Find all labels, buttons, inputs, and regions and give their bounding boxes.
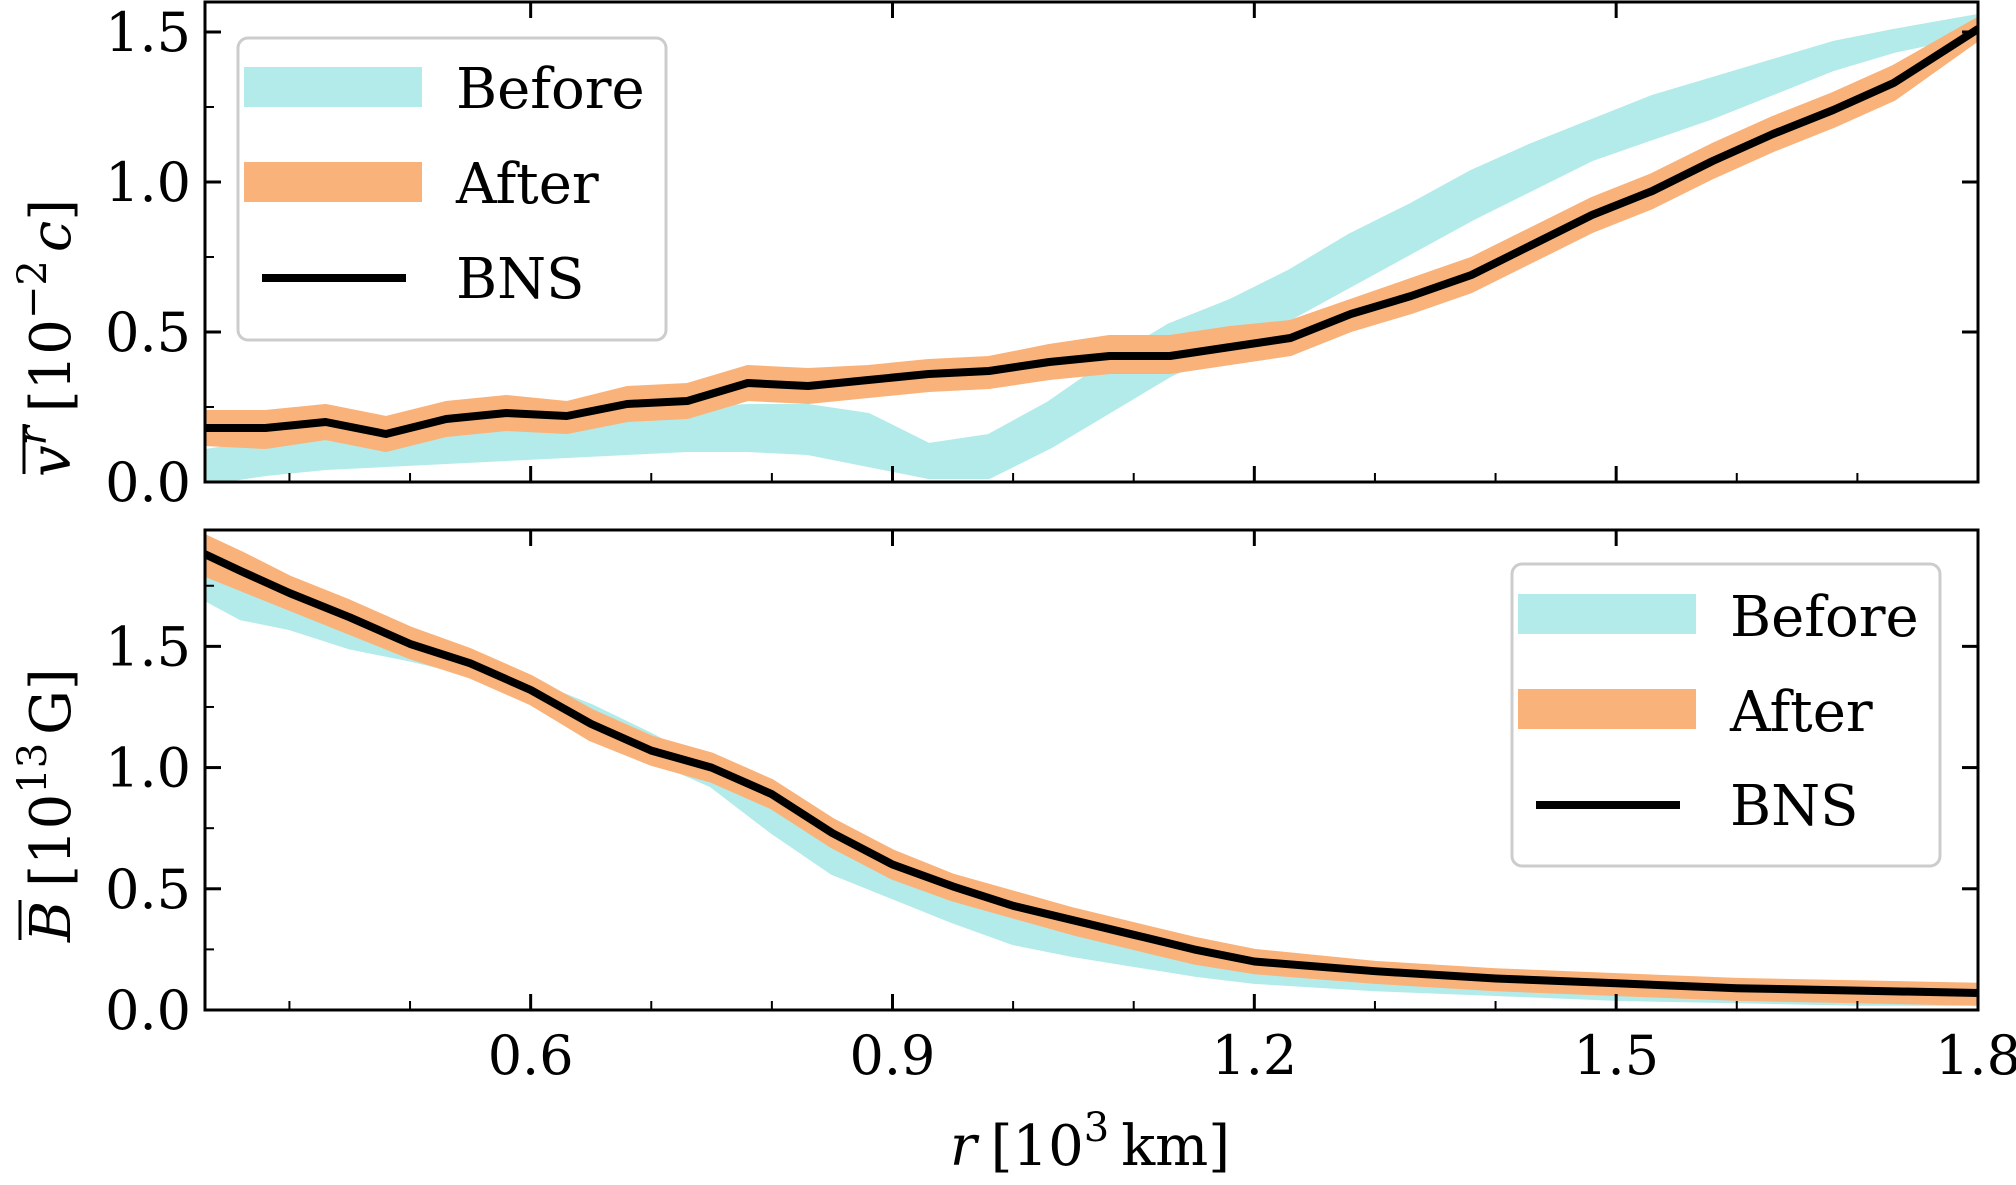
- bottom-axes-frame: [203, 528, 1980, 1012]
- bottom-legend-swatch-after: [1518, 689, 1696, 729]
- top-ylabel-unit-sup: −2: [10, 260, 56, 319]
- top-legend-label-after: After: [455, 152, 599, 217]
- panel-top: 0.0 0.5 1.0 1.5 vr [10−2 c] Before After BNS: [10, 0, 1980, 514]
- top-series-bns-line: [205, 25, 1978, 438]
- top-ticks: 0.0 0.5 1.0 1.5: [105, 1, 1980, 514]
- top-legend-label-bns: BNS: [456, 247, 585, 312]
- top-legend-swatch-before: [244, 67, 422, 107]
- bottom-legend-item-before: Before: [1518, 585, 1919, 650]
- bottom-ylabel-unit-sup: 13: [10, 743, 56, 794]
- xtick-label-0: 0.6: [488, 1024, 574, 1087]
- bottom-legend-label-before: Before: [1730, 585, 1919, 650]
- top-ylabel-var: v: [19, 445, 84, 477]
- top-ytick-label-3: 1.5: [105, 1, 191, 64]
- xtick-label-1: 0.9: [850, 1024, 936, 1087]
- bottom-legend-item-bns: BNS: [1536, 774, 1859, 839]
- top-legend-item-before: Before: [244, 57, 645, 122]
- bottom-ticks: 0.0 0.5 1.0 1.5 0.6 0.9 1.2 1.5 1.8: [105, 530, 2016, 1087]
- top-ylabel-sup: r: [10, 423, 56, 445]
- bottom-ytick-label-0: 0.0: [105, 979, 191, 1042]
- bottom-legend-frame: [1510, 562, 1942, 868]
- top-plot-area: [205, 14, 1978, 482]
- top-ylabel-unit-post: ]: [19, 199, 84, 221]
- xlabel-var: r: [950, 1114, 980, 1179]
- bottom-legend-label-bns: BNS: [1730, 774, 1859, 839]
- top-legend: Before After BNS: [236, 36, 668, 342]
- svg-text:B[1013G]: B [1013 G]: [10, 668, 84, 943]
- xtick-label-3: 1.5: [1573, 1024, 1659, 1087]
- bottom-ytick-label-3: 1.5: [105, 615, 191, 678]
- bottom-ylabel-unit-pre: [10: [19, 794, 84, 887]
- bottom-series-bns-line: [205, 550, 1978, 997]
- top-legend-label-before: Before: [456, 57, 645, 122]
- top-legend-swatch-after: [244, 162, 422, 202]
- bottom-legend-swatch-before: [1518, 594, 1696, 634]
- panel-bottom: 0.00.51.01.50.6 0.9 1.2 1.5 1.8 B[1013G] r [1…: [10, 528, 2016, 1179]
- bottom-plot-area: [205, 534, 1978, 1006]
- xlabel-unit-post: km]: [1121, 1114, 1230, 1179]
- top-ytick-label-0: 0.0: [105, 451, 191, 514]
- top-legend-frame: [236, 36, 668, 342]
- top-ylabel-unit-pre: [10: [19, 319, 84, 412]
- top-legend-item-after: After: [244, 152, 599, 217]
- x-axis-label: r [103 km]: [950, 1105, 1230, 1179]
- svg-text:vr[10−2c]: vr [10−2 c]: [10, 199, 84, 477]
- bottom-ylabel-unit-post: G]: [19, 668, 84, 735]
- top-y-axis-label: vr [10−2 c]: [10, 199, 84, 477]
- xtick-label-2: 1.2: [1211, 1024, 1297, 1087]
- top-legend-item-bns: BNS: [262, 247, 585, 312]
- top-ytick-label-2: 1.0: [105, 151, 191, 214]
- xlabel-unit-pre: [10: [991, 1114, 1084, 1179]
- bottom-ytick-label-2: 1.0: [105, 737, 191, 800]
- top-ytick-label-1: 0.5: [105, 301, 191, 364]
- top-series-after-band: [205, 17, 1978, 452]
- top-ylabel-unit-var: c: [19, 221, 84, 252]
- bottom-ylabel-var: B: [19, 901, 84, 943]
- bottom-y-axis-label: B [1013 G]: [10, 668, 84, 943]
- xtick-label-4: 1.8: [1935, 1024, 2016, 1087]
- xlabel-unit-sup: 3: [1084, 1105, 1109, 1151]
- bottom-legend-item-after: After: [1518, 680, 1873, 745]
- bottom-ytick-label-1: 0.5: [105, 858, 191, 921]
- bottom-legend-label-after: After: [1729, 680, 1873, 745]
- bottom-legend: Before After BNS: [1510, 562, 1942, 868]
- bottom-series-after-band: [205, 534, 1978, 1006]
- top-axes-frame: [203, 0, 1980, 484]
